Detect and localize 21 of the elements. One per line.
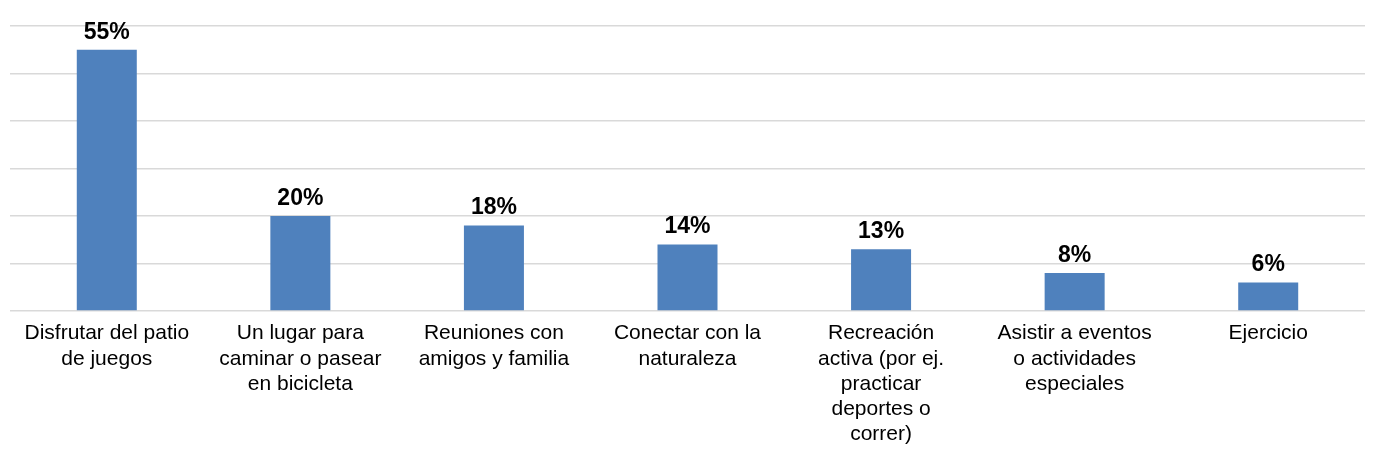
x-tick-label: Reuniones con amigos y familia [418, 320, 570, 369]
bar [1238, 282, 1299, 311]
bar [1044, 273, 1105, 311]
data-label: 14% [664, 212, 711, 239]
data-label: 55% [83, 17, 130, 44]
x-tick-label: Conectar con la naturaleza [613, 320, 762, 369]
data-label: 13% [858, 217, 905, 244]
x-tick-label: Un lugar para caminar o pasear en bicicleta [219, 320, 382, 394]
bar [657, 244, 718, 311]
bar [76, 49, 137, 311]
x-tick-label: Recreación activa (por ej. practicar deportes o correr) [818, 320, 945, 445]
data-label: 20% [277, 183, 324, 210]
x-tick-label: Ejercicio [1228, 320, 1308, 344]
bar [851, 249, 912, 311]
data-label: 6% [1251, 250, 1285, 277]
data-label: 18% [470, 193, 517, 220]
x-tick-label: Asistir a eventos o actividades especiales [997, 320, 1152, 394]
data-label: 8% [1058, 240, 1092, 267]
x-tick-label: Disfrutar del patio de juegos [24, 320, 190, 369]
bar [463, 225, 524, 311]
bar [270, 216, 331, 311]
